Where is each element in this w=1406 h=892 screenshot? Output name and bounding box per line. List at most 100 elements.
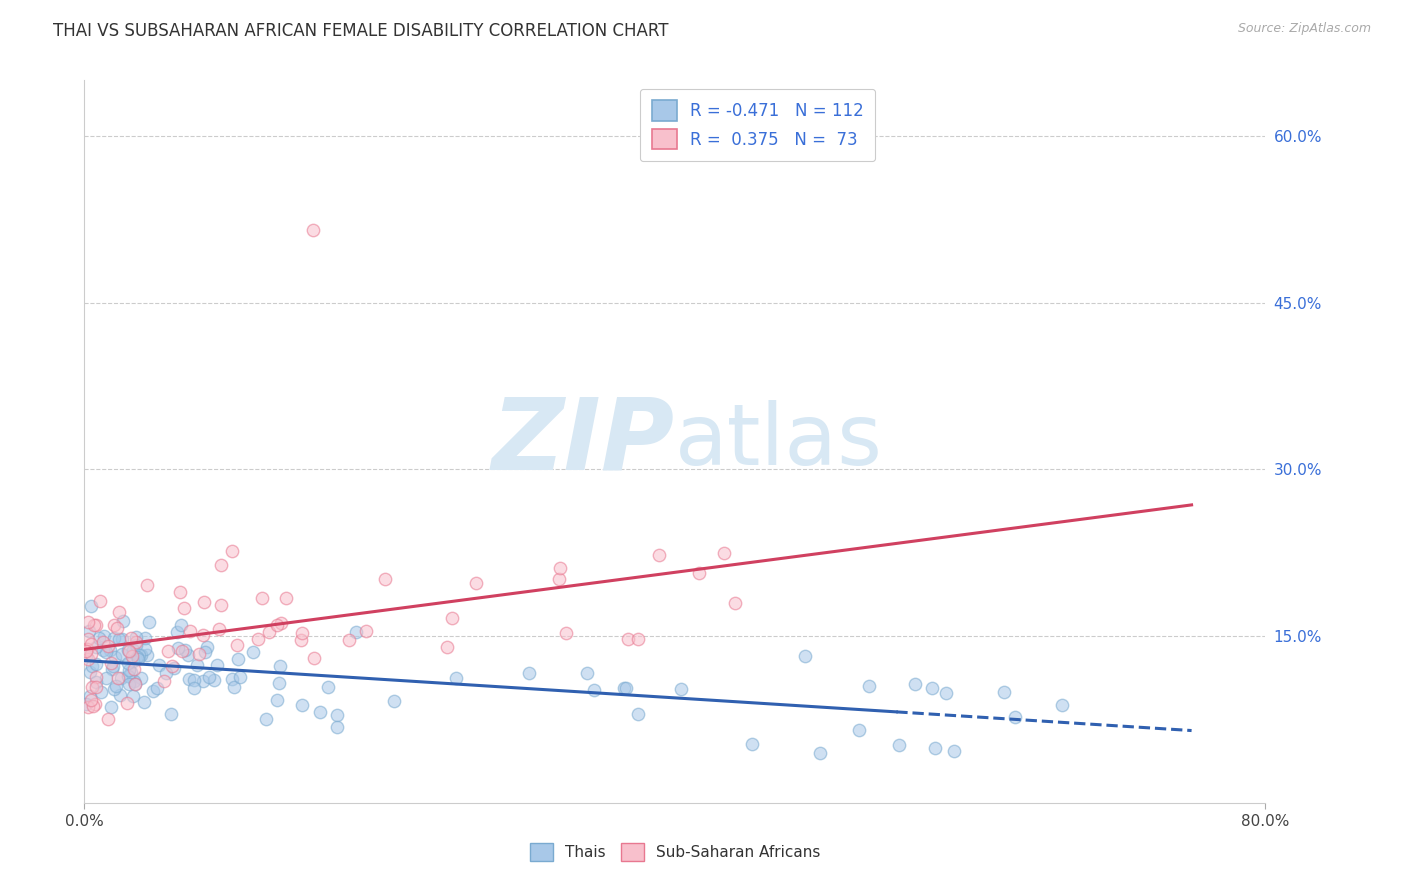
Text: THAI VS SUBSAHARAN AFRICAN FEMALE DISABILITY CORRELATION CHART: THAI VS SUBSAHARAN AFRICAN FEMALE DISABI…: [53, 22, 669, 40]
Point: [105, 621, 128, 635]
Point: [118, 663, 141, 677]
Point: [117, 656, 139, 670]
Point: [382, 694, 405, 708]
Point: [117, 644, 139, 658]
Point: [616, 632, 638, 647]
Point: [117, 669, 139, 683]
Point: [741, 738, 763, 752]
Point: [129, 671, 152, 685]
Point: [169, 585, 191, 599]
Point: [124, 638, 146, 652]
Point: [627, 632, 650, 647]
Point: [155, 665, 177, 680]
Point: [103, 618, 125, 632]
Point: [84, 640, 107, 654]
Point: [193, 673, 215, 688]
Point: [550, 561, 572, 575]
Point: [101, 662, 124, 676]
Point: [209, 558, 232, 573]
Point: [221, 544, 243, 558]
Point: [122, 674, 145, 689]
Point: [176, 648, 198, 662]
Point: [89, 685, 111, 699]
Text: ZIP: ZIP: [492, 393, 675, 490]
Point: [269, 675, 291, 690]
Point: [75, 649, 97, 664]
Point: [107, 632, 129, 647]
Point: [1004, 710, 1026, 724]
Point: [117, 642, 139, 657]
Point: [186, 657, 208, 672]
Point: [77, 632, 100, 646]
Point: [188, 647, 211, 661]
Point: [616, 681, 638, 695]
Point: [222, 680, 245, 694]
Point: [148, 657, 170, 672]
Point: [77, 624, 100, 639]
Point: [208, 622, 231, 636]
Point: [177, 672, 200, 686]
Point: [111, 632, 134, 647]
Point: [135, 578, 157, 592]
Point: [97, 639, 120, 653]
Point: [76, 652, 98, 666]
Point: [688, 566, 710, 581]
Point: [82, 698, 104, 713]
Point: [75, 698, 97, 712]
Point: [110, 671, 132, 685]
Point: [887, 739, 910, 753]
Point: [247, 632, 270, 647]
Point: [86, 657, 108, 671]
Point: [87, 631, 110, 645]
Point: [134, 695, 156, 709]
Point: [257, 625, 280, 640]
Point: [858, 679, 880, 693]
Text: atlas: atlas: [675, 400, 883, 483]
Point: [160, 706, 183, 721]
Point: [209, 598, 232, 612]
Point: [291, 626, 314, 640]
Point: [724, 596, 747, 610]
Point: [904, 677, 927, 691]
Point: [75, 644, 97, 658]
Point: [79, 689, 101, 703]
Point: [193, 594, 215, 608]
Point: [100, 656, 122, 670]
Point: [125, 649, 148, 664]
Point: [921, 681, 943, 696]
Point: [89, 594, 111, 608]
Point: [138, 615, 160, 629]
Point: [194, 645, 217, 659]
Point: [555, 626, 578, 640]
Point: [120, 665, 142, 679]
Point: [202, 673, 225, 688]
Point: [250, 591, 273, 606]
Point: [441, 611, 464, 625]
Point: [173, 601, 195, 615]
Point: [339, 632, 361, 647]
Point: [179, 624, 201, 639]
Point: [302, 651, 325, 665]
Point: [170, 617, 193, 632]
Point: [291, 698, 314, 712]
Point: [84, 670, 107, 684]
Point: [122, 642, 145, 657]
Point: [302, 223, 325, 237]
Point: [183, 681, 205, 695]
Point: [124, 676, 146, 690]
Point: [134, 641, 156, 656]
Point: [627, 707, 650, 722]
Point: [173, 643, 195, 657]
Point: [266, 618, 288, 632]
Point: [76, 642, 98, 657]
Point: [94, 671, 117, 685]
Point: [121, 689, 143, 703]
Point: [83, 617, 105, 632]
Point: [80, 599, 103, 613]
Point: [326, 707, 349, 722]
Point: [326, 720, 349, 734]
Point: [163, 661, 186, 675]
Point: [276, 591, 298, 605]
Point: [170, 644, 193, 658]
Point: [134, 631, 156, 645]
